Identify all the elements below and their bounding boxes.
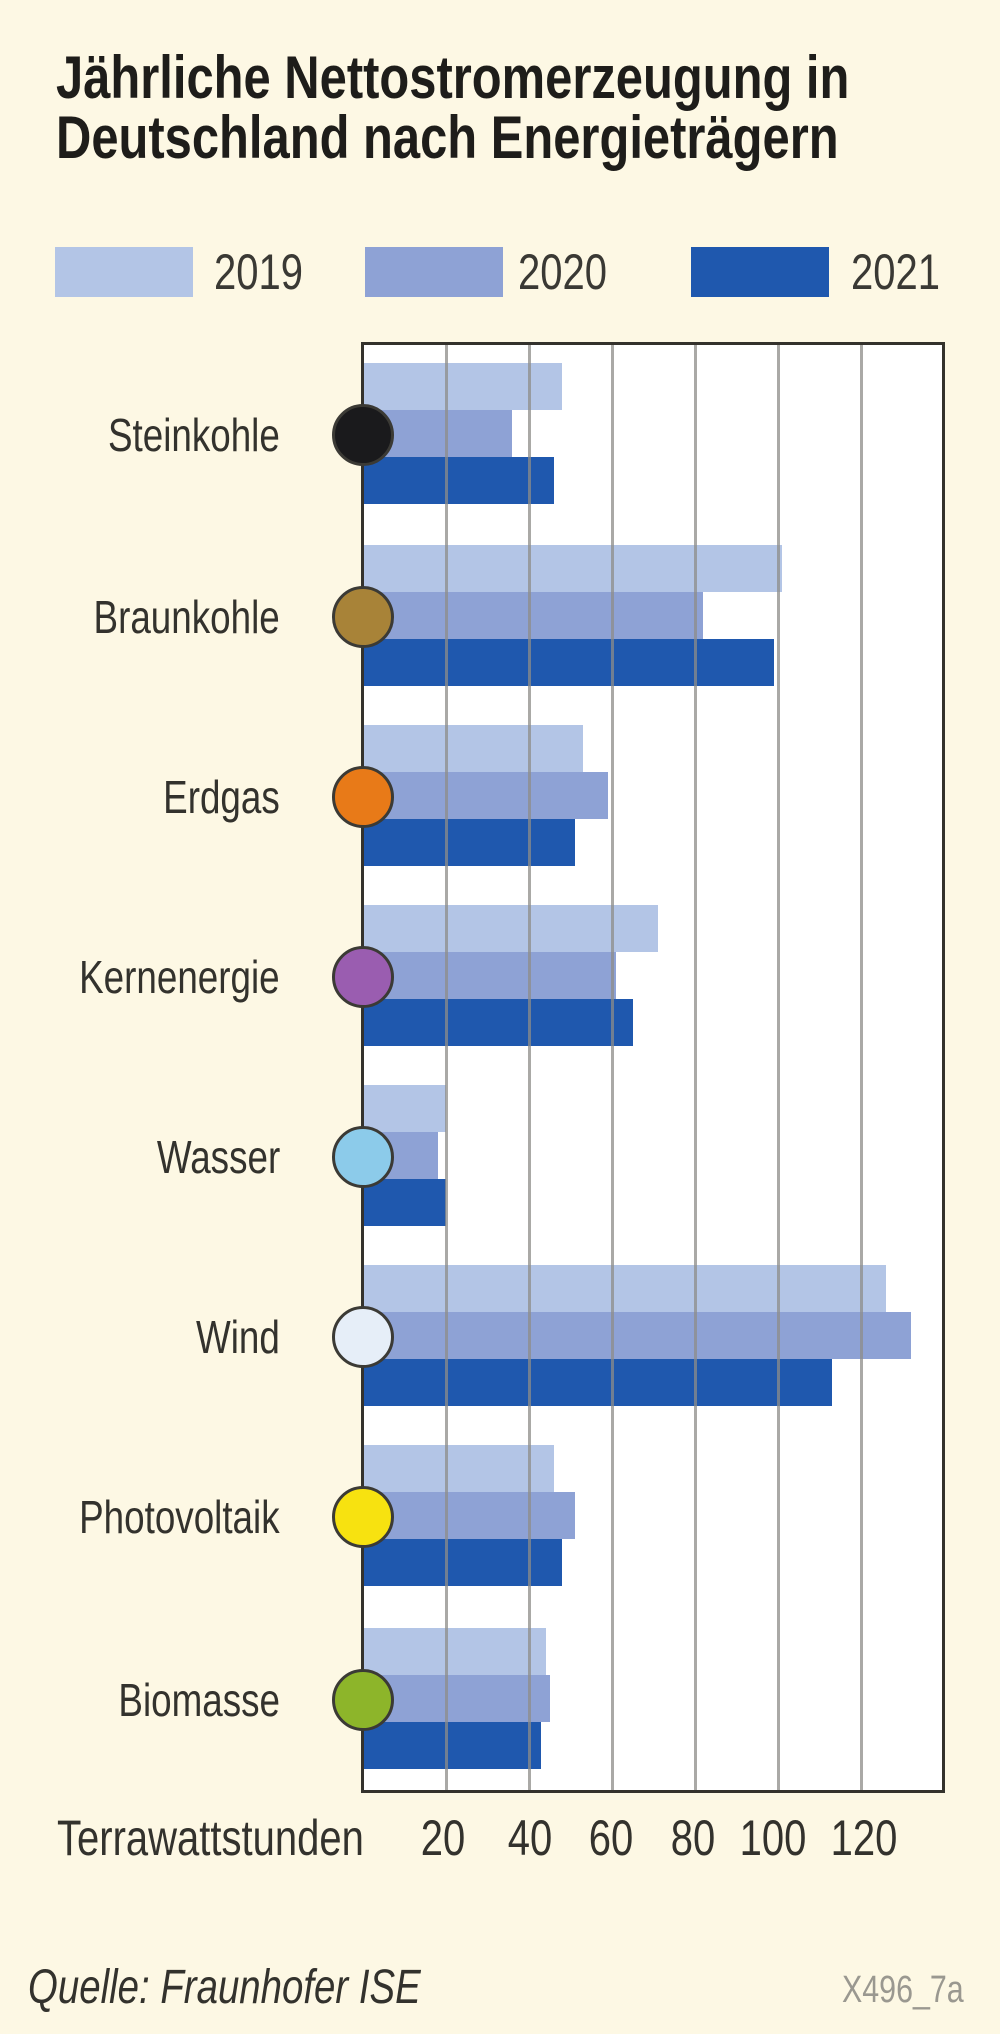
gridline bbox=[694, 344, 697, 1791]
gridline bbox=[611, 344, 614, 1791]
bar-braunkohle-2020 bbox=[363, 592, 704, 639]
green-circle-icon bbox=[332, 1669, 394, 1731]
bar-steinkohle-2021 bbox=[363, 457, 554, 504]
gridline bbox=[528, 344, 531, 1791]
gridline bbox=[445, 344, 448, 1791]
bar-wind-2020 bbox=[363, 1312, 911, 1359]
graphic-code: X496_7a bbox=[842, 1969, 964, 2011]
bar-wasser-2019 bbox=[363, 1085, 446, 1132]
category-label: Steinkohle bbox=[108, 409, 280, 461]
category-label: Wasser bbox=[156, 1131, 280, 1183]
legend-label-2020: 2020 bbox=[518, 244, 607, 300]
bar-braunkohle-2021 bbox=[363, 639, 774, 686]
gridline bbox=[860, 344, 863, 1791]
bar-kernenergie-2019 bbox=[363, 905, 658, 952]
black-circle-icon bbox=[332, 404, 394, 466]
bar-steinkohle-2019 bbox=[363, 363, 563, 410]
yellow-circle-icon bbox=[332, 1486, 394, 1548]
bar-wind-2021 bbox=[363, 1359, 832, 1406]
bar-photovoltaik-2021 bbox=[363, 1539, 563, 1586]
category-label: Kernenergie bbox=[79, 951, 281, 1003]
gridline bbox=[777, 344, 780, 1791]
category-label: Braunkohle bbox=[93, 591, 280, 643]
chart-title-line-2: Deutschland nach Energieträgern bbox=[56, 104, 839, 171]
bar-wind-2019 bbox=[363, 1265, 886, 1312]
bar-photovoltaik-2019 bbox=[363, 1445, 554, 1492]
brown-circle-icon bbox=[332, 586, 394, 648]
bar-braunkohle-2019 bbox=[363, 545, 783, 592]
x-tick-label: 60 bbox=[588, 1810, 634, 1866]
white-circle-icon bbox=[332, 1306, 394, 1368]
bar-erdgas-2020 bbox=[363, 772, 608, 819]
bar-photovoltaik-2020 bbox=[363, 1492, 575, 1539]
source-note: Quelle: Fraunhofer ISE bbox=[28, 1961, 421, 2014]
orange-circle-icon bbox=[332, 766, 394, 828]
category-label: Erdgas bbox=[163, 771, 280, 823]
legend-label-2021: 2021 bbox=[851, 244, 940, 300]
category-label: Wind bbox=[196, 1311, 280, 1363]
bar-kernenergie-2020 bbox=[363, 952, 617, 999]
legend-swatch-2019 bbox=[55, 247, 193, 297]
category-label: Biomasse bbox=[118, 1674, 280, 1726]
bar-erdgas-2019 bbox=[363, 725, 583, 772]
bar-kernenergie-2021 bbox=[363, 999, 633, 1046]
legend-label-2019: 2019 bbox=[214, 244, 303, 300]
x-tick-label: 100 bbox=[739, 1810, 807, 1866]
x-axis-title: Terrawattstunden bbox=[57, 1810, 364, 1866]
category-label: Photovoltaik bbox=[79, 1491, 280, 1543]
bar-biomasse-2021 bbox=[363, 1722, 542, 1769]
x-tick-label: 40 bbox=[507, 1810, 553, 1866]
x-tick-label: 20 bbox=[420, 1810, 466, 1866]
purple-circle-icon bbox=[332, 946, 394, 1008]
x-tick-label: 80 bbox=[670, 1810, 716, 1866]
legend-swatch-2021 bbox=[691, 247, 829, 297]
bar-biomasse-2019 bbox=[363, 1628, 546, 1675]
light-blue-circle-icon bbox=[332, 1126, 394, 1188]
chart-title-line-1: Jährliche Nettostromerzeugung in bbox=[56, 44, 850, 111]
x-tick-label: 120 bbox=[830, 1810, 898, 1866]
bar-erdgas-2021 bbox=[363, 819, 575, 866]
legend-swatch-2020 bbox=[365, 247, 503, 297]
bar-biomasse-2020 bbox=[363, 1675, 550, 1722]
bar-wasser-2021 bbox=[363, 1179, 446, 1226]
